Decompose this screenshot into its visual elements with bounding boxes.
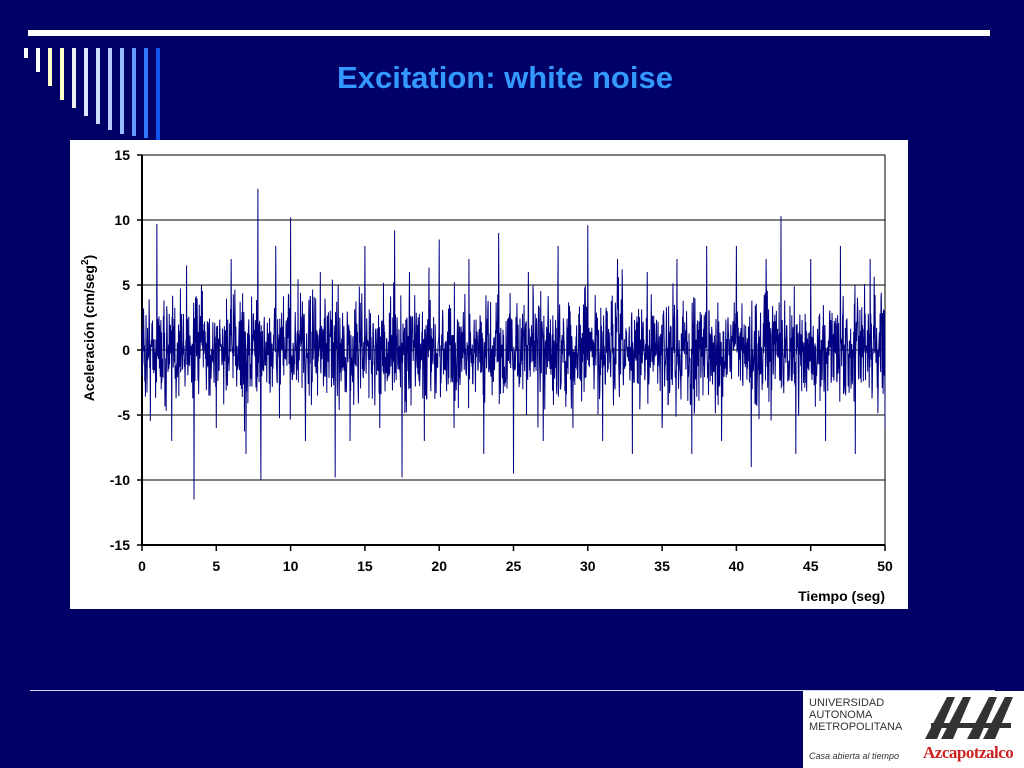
y-tick-label: -10 (110, 472, 130, 488)
decorative-bars (24, 48, 174, 140)
decor-bar (96, 48, 100, 124)
decor-bar (24, 48, 28, 58)
decor-bar (120, 48, 124, 134)
university-logo: UNIVERSIDAD AUTONOMA METROPOLITANA Casa … (803, 691, 1024, 768)
x-tick-label: 30 (580, 558, 596, 574)
logo-text: UNIVERSIDAD AUTONOMA METROPOLITANA (809, 697, 919, 733)
uam-emblem-icon (925, 697, 1013, 739)
decor-bar (60, 48, 64, 100)
x-tick-label: 20 (431, 558, 447, 574)
x-tick-label: 0 (138, 558, 146, 574)
logo-line-1: UNIVERSIDAD (809, 697, 885, 709)
decor-bar (108, 48, 112, 130)
x-axis-label: Tiempo (seg) (798, 588, 885, 604)
decor-bar (156, 48, 160, 140)
decor-bar (84, 48, 88, 116)
y-tick-label: 15 (114, 147, 130, 163)
logo-line-3: METROPOLITANA (809, 721, 903, 733)
y-tick-label: 5 (122, 277, 130, 293)
y-axis-label: Aceleración (cm/seg2) (80, 255, 97, 401)
x-tick-label: 35 (654, 558, 670, 574)
y-tick-label: 10 (114, 212, 130, 228)
y-tick-label: 0 (122, 342, 130, 358)
top-rule (28, 30, 990, 36)
decor-bar (48, 48, 52, 86)
y-tick-label: -15 (110, 537, 130, 553)
decor-bar (72, 48, 76, 108)
x-tick-label: 25 (506, 558, 522, 574)
x-tick-label: 15 (357, 558, 373, 574)
chart-panel: 15 10 5 0 -5 -10 -15 0 5 10 15 20 25 30 35 40 45 50 Tiempo… (70, 140, 908, 609)
x-tick-label: 5 (212, 558, 220, 574)
bottom-rule (30, 690, 995, 691)
decor-bar (132, 48, 136, 136)
x-tick-label: 40 (729, 558, 745, 574)
logo-line-2: AUTONOMA (809, 709, 873, 721)
series-line (141, 188, 886, 500)
logo-motto: Casa abierta al tiempo (809, 751, 900, 761)
slide-title: Excitation: white noise (337, 60, 673, 95)
y-tick-label: -5 (118, 407, 131, 423)
x-tick-label: 50 (877, 558, 893, 574)
decor-bar (144, 48, 148, 138)
x-tick-label: 10 (283, 558, 299, 574)
x-tick-label: 45 (803, 558, 819, 574)
logo-campus: Azcapotzalco (923, 743, 1014, 762)
decor-bar (36, 48, 40, 72)
